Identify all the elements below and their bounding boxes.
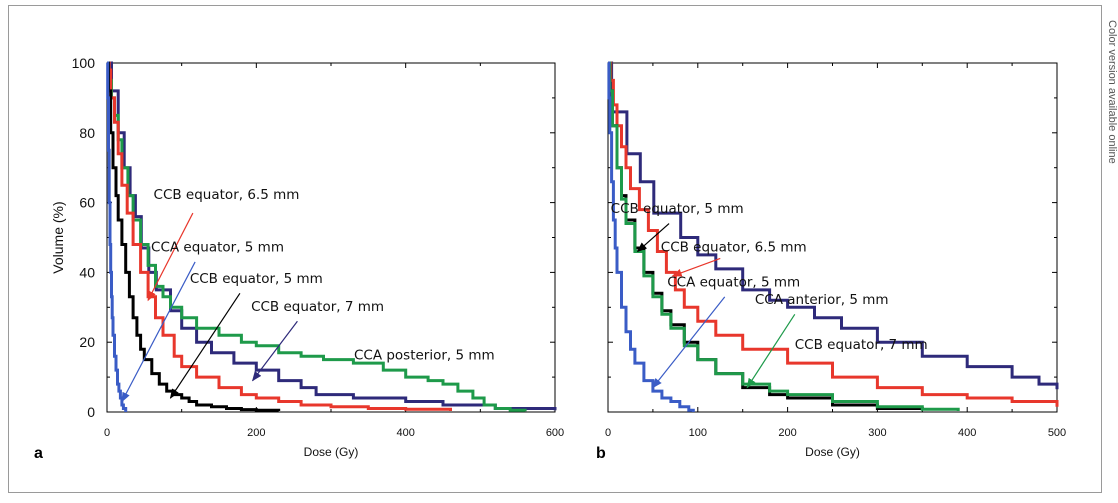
- x-tick-label: 100: [689, 427, 707, 439]
- y-tick-label: 60: [79, 195, 95, 211]
- annotation-label: CCB equator, 5 mm: [190, 271, 323, 287]
- x-tick-label: 200: [778, 427, 796, 439]
- y-tick-label: 100: [72, 55, 96, 71]
- annotation-arrow: [121, 261, 196, 403]
- y-tick-label: 20: [79, 334, 95, 350]
- figure-frame: [8, 5, 1102, 493]
- annotation-label: CCA posterior, 5 mm: [354, 348, 495, 364]
- panel-letter: a: [34, 445, 43, 462]
- annotation-label: CCB equator, 6.5 mm: [154, 187, 300, 203]
- annotation-label: CCA equator, 5 mm: [667, 274, 800, 290]
- x-tick-label: 300: [868, 427, 886, 439]
- y-axis-title: Volume (%): [50, 201, 66, 273]
- annotation-label: CCB equator, 6.5 mm: [661, 239, 807, 255]
- x-tick-label: 200: [247, 427, 265, 439]
- x-tick-label: 400: [958, 427, 976, 439]
- panel-letter: b: [596, 445, 606, 462]
- x-tick-label: 0: [605, 427, 611, 439]
- series-line-ccb-equator-6-5-mm: [107, 61, 452, 411]
- x-tick-label: 0: [104, 427, 110, 439]
- chart-panel-b: 0 100 200 300 400 500 Dose (Gy) b CCB equator, 5…: [596, 61, 1066, 462]
- series-line-cca-posterior-5-mm: [107, 61, 527, 412]
- x-axis-title: Dose (Gy): [805, 445, 860, 459]
- series-line-ccb-equator-6-5-mm: [608, 61, 1059, 407]
- chart-panel-a: 0 200 400 600 0 20 40 60 80 100 Dose (Gy) Volume (%…: [34, 55, 564, 462]
- series-line-cca-equator-5-mm: [607, 61, 695, 412]
- series-line-ccb-equator-7-mm: [608, 61, 1059, 390]
- annotation-arrow: [169, 293, 241, 399]
- y-tick-label: 80: [79, 125, 95, 141]
- x-tick-label: 500: [1048, 427, 1066, 439]
- side-note: Color version available online: [1104, 20, 1118, 260]
- series-line-cca-anterior-5-mm: [608, 61, 960, 411]
- annotation-arrow: [652, 296, 726, 389]
- y-tick-label: 0: [87, 404, 95, 420]
- annotation-label: CCB equator, 5 mm: [611, 201, 744, 217]
- annotation-arrow: [147, 212, 194, 302]
- annotation-label: CCA equator, 5 mm: [151, 239, 284, 255]
- x-axis-title: Dose (Gy): [304, 445, 359, 459]
- y-tick-label: 40: [79, 264, 95, 280]
- series-line-cca-equator-5-mm: [106, 61, 128, 412]
- annotation-label: CCA anterior, 5 mm: [755, 292, 889, 308]
- annotation-arrow: [746, 313, 796, 389]
- x-tick-label: 400: [396, 427, 414, 439]
- annotation-arrow: [636, 223, 670, 253]
- annotation-arrow: [671, 257, 721, 277]
- x-tick-label: 600: [546, 427, 564, 439]
- annotation-arrow: [251, 320, 298, 382]
- annotation-label: CCB equator, 7 mm: [795, 337, 928, 353]
- annotation-label: CCB equator, 7 mm: [251, 299, 384, 315]
- side-note-text: Color version available online: [1106, 20, 1118, 164]
